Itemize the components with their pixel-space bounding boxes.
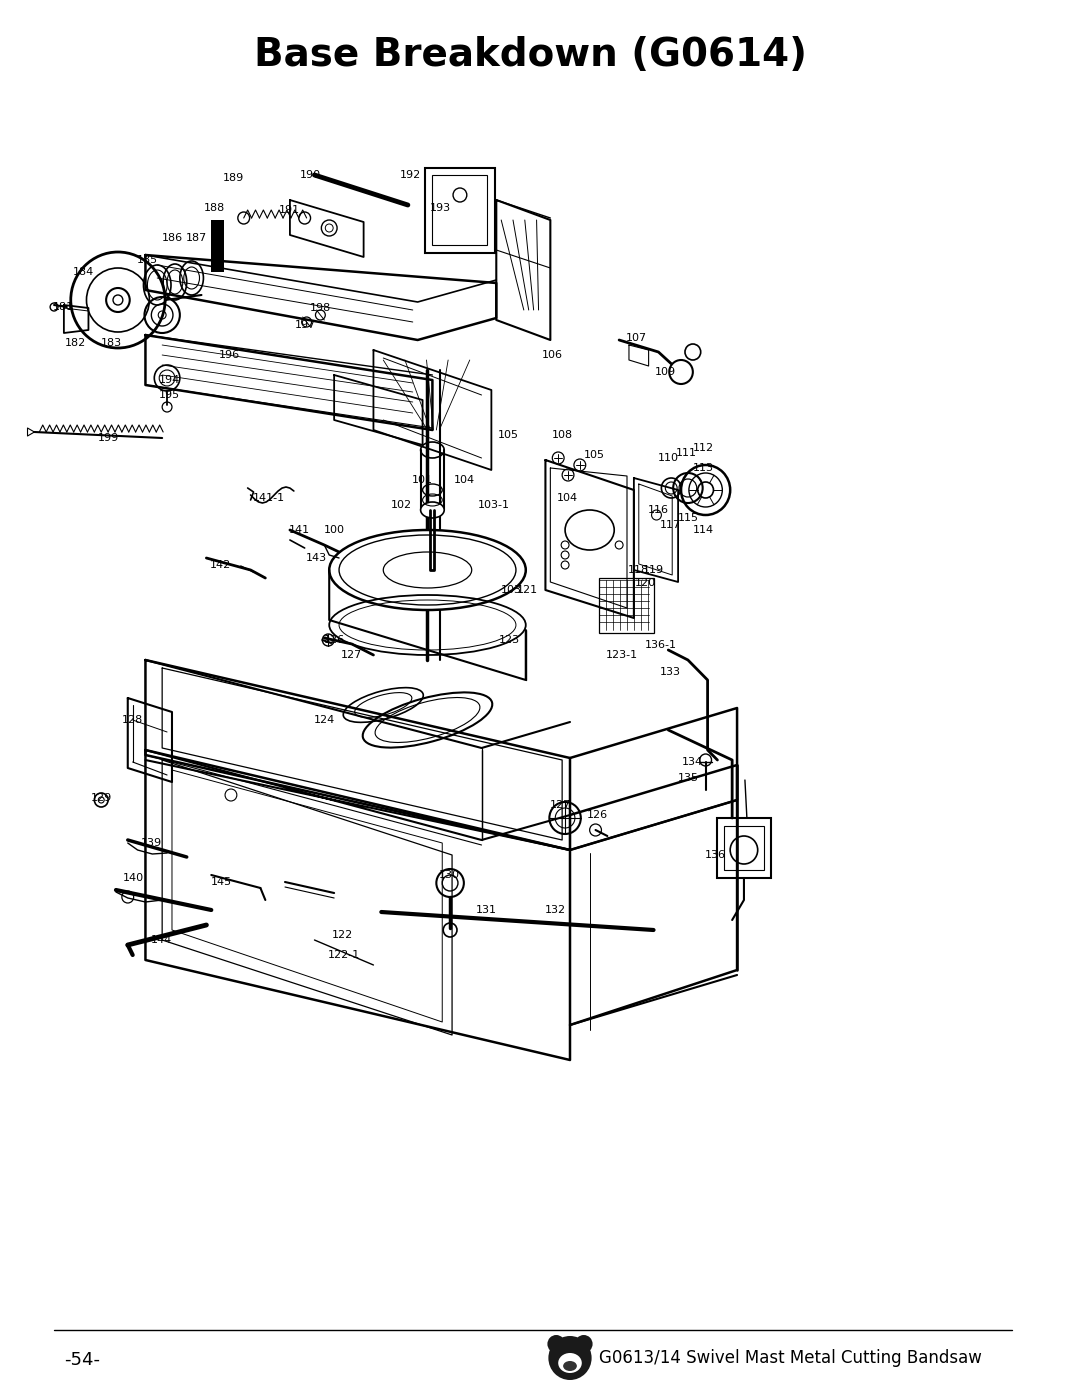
Text: G0613/14 Swivel Mast Metal Cutting Bandsaw: G0613/14 Swivel Mast Metal Cutting Bands… [599,1350,983,1368]
Text: 142: 142 [210,560,231,570]
Text: 102: 102 [390,500,411,510]
Bar [599,578,653,633]
Text: 103: 103 [500,585,522,595]
Text: 133: 133 [660,666,680,678]
Text: 127: 127 [550,800,571,810]
Circle shape [549,1336,592,1380]
Text: 197: 197 [295,320,316,330]
Text: 106: 106 [542,351,563,360]
Circle shape [113,295,123,305]
Text: 123: 123 [499,636,519,645]
Ellipse shape [329,529,526,610]
Text: 126: 126 [324,636,345,645]
Text: 112: 112 [693,443,714,453]
Text: 181: 181 [52,302,73,312]
Text: 113: 113 [693,462,714,474]
Text: 114: 114 [693,525,714,535]
Text: 189: 189 [224,173,244,183]
Circle shape [575,1336,593,1354]
Text: 104: 104 [556,493,578,503]
Circle shape [106,288,130,312]
Text: Base Breakdown (G0614): Base Breakdown (G0614) [254,36,807,74]
Bar [725,826,764,870]
Text: 183: 183 [100,338,122,348]
Text: 105: 105 [584,450,605,460]
Text: 104: 104 [455,475,475,485]
Text: -54-: -54- [64,1351,99,1369]
Text: 101: 101 [413,475,433,485]
Text: 141-1: 141-1 [253,493,285,503]
Text: 185: 185 [137,256,158,265]
Text: 135: 135 [677,773,699,782]
Text: 105: 105 [498,430,518,440]
Text: 143: 143 [306,553,327,563]
Text: 119: 119 [643,564,664,576]
Text: 186: 186 [161,233,183,243]
Text: 132: 132 [544,905,566,915]
Text: 192: 192 [401,170,421,180]
Ellipse shape [420,502,444,518]
Text: 145: 145 [211,877,232,887]
Text: 122: 122 [332,930,353,940]
Text: 131: 131 [476,905,497,915]
Text: 118: 118 [629,564,649,576]
Text: 194: 194 [159,374,179,386]
Text: 108: 108 [552,430,572,440]
Bar [717,819,771,877]
Text: 190: 190 [300,170,321,180]
Text: 120: 120 [635,578,657,588]
Text: 124: 124 [313,715,335,725]
Text: 123-1: 123-1 [606,650,638,659]
Text: 134: 134 [683,757,703,767]
Text: 115: 115 [677,513,699,522]
Text: 110: 110 [658,453,678,462]
Text: 198: 198 [310,303,330,313]
Text: 196: 196 [218,351,240,360]
Text: 140: 140 [123,873,145,883]
Text: 144: 144 [150,935,172,944]
Bar [212,219,224,272]
Text: 136-1: 136-1 [645,640,676,650]
Text: 121: 121 [517,585,538,595]
Text: 126: 126 [586,810,608,820]
Text: 139: 139 [140,838,162,848]
Text: 103-1: 103-1 [478,500,511,510]
Text: 116: 116 [648,504,669,515]
Text: 191: 191 [279,205,299,215]
Text: 184: 184 [73,267,94,277]
Text: 107: 107 [626,332,647,344]
Text: 130: 130 [438,870,460,880]
Text: 188: 188 [204,203,225,212]
Text: 195: 195 [159,390,179,400]
Text: 109: 109 [654,367,676,377]
Circle shape [548,1336,565,1354]
Ellipse shape [563,1361,577,1370]
Text: 127: 127 [341,650,363,659]
Text: 128: 128 [122,715,144,725]
Circle shape [685,344,701,360]
Text: 182: 182 [65,338,86,348]
Text: 136: 136 [705,849,726,861]
Text: 100: 100 [324,525,345,535]
Circle shape [670,360,693,384]
Bar [432,175,487,244]
Text: 199: 199 [97,433,119,443]
Ellipse shape [558,1354,582,1373]
Text: 141: 141 [289,525,310,535]
Text: 129: 129 [91,793,112,803]
Text: 111: 111 [675,448,697,458]
Text: 187: 187 [186,233,207,243]
Text: 122-1: 122-1 [328,950,360,960]
Text: 117: 117 [660,520,680,529]
Text: 193: 193 [430,203,450,212]
Bar [424,168,496,253]
